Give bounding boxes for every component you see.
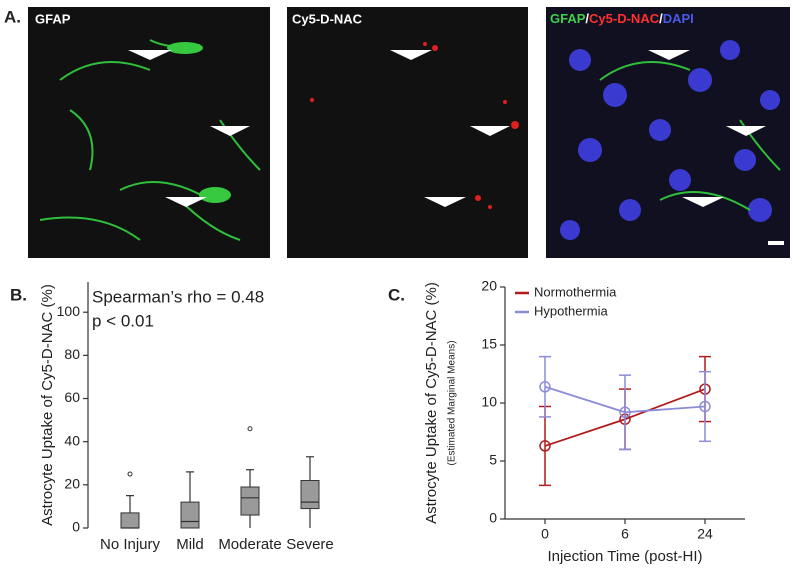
y-tick-label: 10 [481,394,497,410]
image-label: GFAP/Cy5-D-NAC/DAPI [550,11,694,26]
x-tick-label: Severe [286,536,334,553]
outlier [127,471,133,477]
panel-label: C. [388,285,405,304]
y-tick-label: 100 [57,303,81,319]
y-tick-label: 80 [64,346,80,362]
point [539,440,551,452]
label-part: / [585,11,589,26]
micrograph-merge [546,7,790,258]
y-tick-label: 60 [64,389,80,405]
panel-label: B. [10,285,27,304]
x-tick-label: No Injury [100,536,161,553]
y-tick-label: 15 [481,336,497,352]
point [539,381,551,393]
x-tick-label: Mild [176,536,204,553]
box [240,486,260,516]
y-axis-label: Astrocyte Uptake of Cy5-D-NAC (%) [423,282,440,524]
x-axis-label: Injection Time (post-HI) [547,548,702,565]
x-tick-label: 24 [697,526,713,542]
label-part: / [659,11,663,26]
y-tick-label: 40 [64,432,80,448]
legend-label: Normothermia [534,284,617,299]
y-tick-label: 0 [489,510,497,526]
y-tick-label: 20 [481,278,497,294]
y-tick-label: 0 [72,519,80,535]
y-axis-sublabel: (Estimated Marginal Means) [447,340,458,465]
box [120,512,140,529]
box [300,480,320,510]
x-tick-label: 0 [541,526,549,542]
outlier [247,426,253,432]
panel-label: A. [4,7,21,26]
y-axis-label: Astrocyte Uptake of Cy5-D-NAC (%) [39,284,56,526]
annotation: Spearman’s rho = 0.48 [92,287,264,306]
micrograph-gfap [28,7,270,258]
y-tick-label: 20 [64,476,80,492]
label-part: DAPI [663,11,694,26]
x-tick-label: 6 [621,526,629,542]
box [180,501,200,529]
point [699,400,711,413]
micrograph-cy5 [287,7,528,258]
image-label: GFAP [35,11,71,26]
point [619,406,631,419]
label-part: Cy5-D-NAC [589,11,660,26]
x-tick-label: Moderate [218,536,281,553]
image-label: Cy5-D-NAC [292,11,363,26]
annotation: p < 0.01 [92,311,154,330]
y-tick-label: 5 [489,452,497,468]
legend-label: Hypothermia [534,303,608,318]
label-part: GFAP [550,11,586,26]
